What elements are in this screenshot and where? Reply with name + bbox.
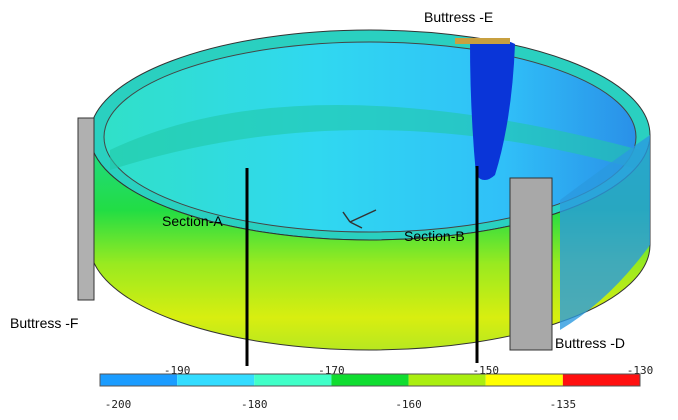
tick-label: -130 — [627, 364, 654, 377]
tick-label: -180 — [241, 398, 268, 411]
tick-label: -190 — [164, 364, 191, 377]
label: Section-B — [404, 228, 465, 244]
tank — [78, 30, 650, 366]
buttress-top — [455, 38, 510, 44]
buttress — [78, 118, 94, 300]
tick-label: -170 — [318, 364, 345, 377]
tick-label: -150 — [472, 364, 499, 377]
colorbar: -200 -190 -180 -170 -160 -150 -135 -130 — [100, 364, 653, 411]
buttress — [510, 178, 552, 350]
label: Buttress -F — [10, 315, 78, 331]
tick-label: -135 — [550, 398, 577, 411]
diagram: Buttress -E Buttress -F Buttress -D Sect… — [0, 0, 678, 420]
label: Buttress -D — [555, 335, 625, 351]
tick-label: -160 — [395, 398, 422, 411]
tick-label: -200 — [105, 398, 132, 411]
label: Buttress -E — [424, 9, 493, 25]
label: Section-A — [162, 213, 223, 229]
